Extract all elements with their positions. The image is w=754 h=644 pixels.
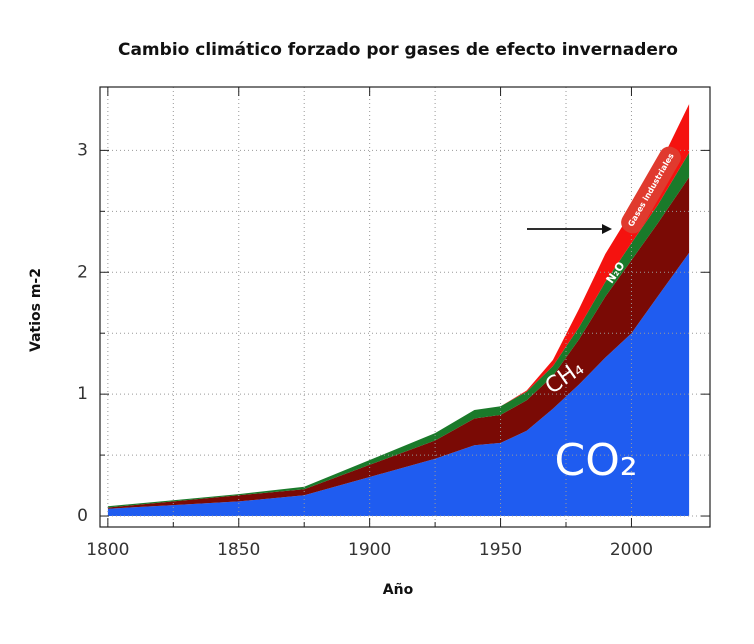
y-axis-label: Vatios m-2 (28, 268, 44, 352)
y-tick-label: 3 (77, 140, 88, 160)
x-tick-label: 2000 (610, 540, 653, 560)
arrow-head (602, 224, 612, 234)
y-tick-label: 2 (77, 262, 88, 282)
x-tick-label: 1800 (86, 540, 129, 560)
y-tick-label: 0 (77, 506, 88, 526)
plot-frame (99, 86, 711, 528)
label-box (621, 146, 681, 234)
series-label: CO₂ (555, 435, 638, 486)
plot-area: 1800 1850 1900 1950 2000 0 1 2 3 (77, 86, 711, 560)
x-tick-label: 1850 (217, 540, 260, 560)
area (107, 252, 690, 517)
y-tick-label: 1 (77, 384, 88, 404)
x-tick-label: 1950 (479, 540, 522, 560)
x-axis-label: Año (383, 582, 414, 598)
x-tick-label: 1900 (348, 540, 391, 560)
chart-title: Cambio climático forzado por gases de ef… (118, 40, 678, 60)
